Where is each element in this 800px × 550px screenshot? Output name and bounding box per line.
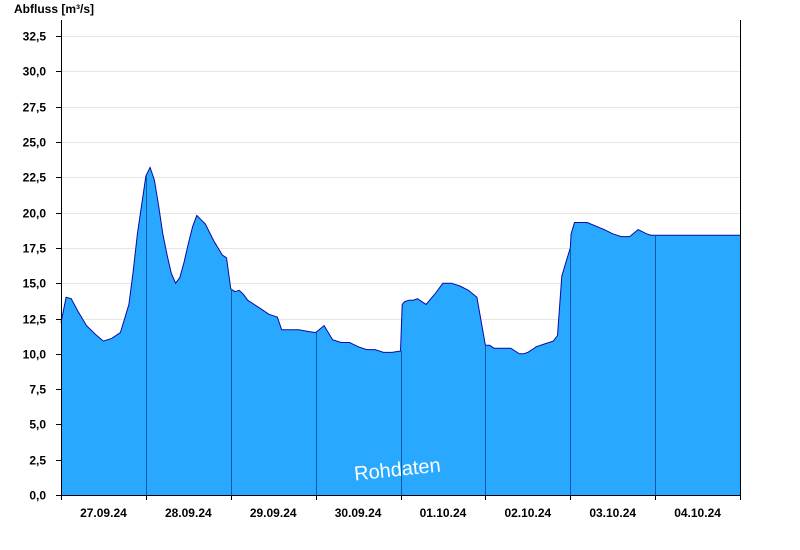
day-separators xyxy=(146,175,656,495)
x-tick-label: 01.10.24 xyxy=(420,506,467,520)
x-tick-label: 02.10.24 xyxy=(504,506,551,520)
x-tick-label: 28.09.24 xyxy=(165,506,212,520)
discharge-area xyxy=(61,167,740,495)
y-tick-label: 5,0 xyxy=(29,418,46,432)
y-tick-label: 20,0 xyxy=(23,207,47,221)
x-tick-label: 04.10.24 xyxy=(674,506,721,520)
y-tick-label: 15,0 xyxy=(23,277,47,291)
discharge-line xyxy=(60,166,740,355)
y-tick-label: 22,5 xyxy=(23,171,47,185)
y-axis-title: Abfluss [m³/s] xyxy=(14,2,94,16)
x-tick-label: 30.09.24 xyxy=(335,506,382,520)
y-tick-label: 27,5 xyxy=(23,101,47,115)
y-tick-label: 17,5 xyxy=(23,242,47,256)
y-tick-label: 0,0 xyxy=(29,489,46,503)
y-tick-label: 25,0 xyxy=(23,136,47,150)
x-tick-label: 29.09.24 xyxy=(250,506,297,520)
y-tick-label: 7,5 xyxy=(29,383,46,397)
y-axis-ticks: 0,0 2,5 5,0 7,5 10,0 12,5 15,0 17,5 20,0 22,5 25,0… xyxy=(23,30,61,503)
x-axis-ticks: 27.09.24 28.09.24 29.09.24 30.09.24 01.10.24… xyxy=(61,495,741,520)
x-tick-label: 03.10.24 xyxy=(589,506,636,520)
y-tick-label: 32,5 xyxy=(23,30,47,44)
y-tick-label: 30,0 xyxy=(23,65,47,79)
y-tick-label: 12,5 xyxy=(23,313,47,327)
y-tick-label: 2,5 xyxy=(29,454,46,468)
y-tick-label: 10,0 xyxy=(23,348,47,362)
x-tick-label: 27.09.24 xyxy=(80,506,127,520)
